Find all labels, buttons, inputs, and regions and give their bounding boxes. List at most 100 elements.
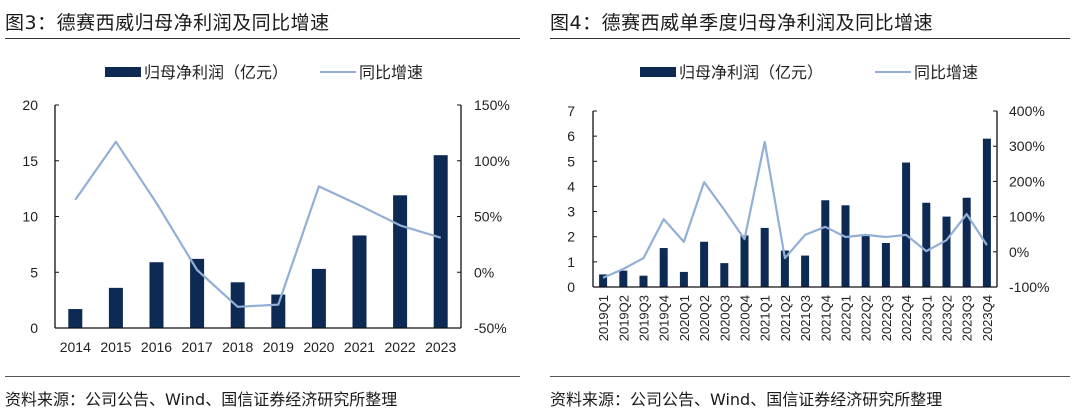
right-tick-label: 0% xyxy=(1009,244,1029,260)
bar-2023Q4 xyxy=(982,138,991,287)
bar-2020Q1 xyxy=(679,271,688,287)
bar-2020 xyxy=(311,268,326,328)
x-tick-label: 2021Q1 xyxy=(758,295,773,341)
bar-2019Q4 xyxy=(659,248,668,287)
x-tick-label: 2021 xyxy=(344,339,375,355)
x-tick-label: 2014 xyxy=(60,339,91,355)
bar-2021Q3 xyxy=(801,255,810,287)
quarterly-net-profit-chart: 归母净利润（亿元） 同比增速 0 1 2 3 4 5 6 7 -100% 0% 100% 200% 300%… xyxy=(567,64,1049,341)
yoy-growth-line xyxy=(602,140,988,279)
source-divider xyxy=(5,376,520,377)
figure-4-title: 图4：德赛西威单季度归母净利润及同比增速 xyxy=(550,12,934,34)
right-tick-label: 300% xyxy=(1009,138,1045,154)
legend-bar-swatch xyxy=(105,67,141,77)
left-tick-label: 2 xyxy=(567,229,575,245)
right-tick-label: -100% xyxy=(1009,279,1049,295)
x-tick-label: 2021Q2 xyxy=(778,295,793,341)
x-tick-label: 2020 xyxy=(303,339,334,355)
x-tick-label: 2023Q2 xyxy=(940,295,955,341)
bar-2022Q3 xyxy=(881,243,890,287)
bar-2022 xyxy=(393,195,408,328)
legend-label-net-profit: 归母净利润（亿元） xyxy=(679,64,823,82)
left-tick-label: 10 xyxy=(22,209,38,225)
x-tick-label: 2023 xyxy=(425,339,456,355)
legend-label-yoy-growth: 同比增速 xyxy=(914,64,978,82)
x-tick-label: 2020Q3 xyxy=(717,295,732,341)
x-tick-label: 2019Q4 xyxy=(657,295,672,341)
bar-2022Q4 xyxy=(902,162,911,287)
x-tick-label: 2022Q3 xyxy=(879,295,894,341)
left-tick-label: 7 xyxy=(567,103,575,119)
x-tick-label: 2023Q1 xyxy=(919,295,934,341)
bar-2021Q4 xyxy=(821,200,830,287)
legend-bar-swatch xyxy=(640,67,676,77)
left-tick-label: 0 xyxy=(567,279,575,295)
x-tick-label: 2019Q3 xyxy=(637,295,652,341)
right-tick-label: 50% xyxy=(474,209,502,225)
yoy-growth-line xyxy=(74,140,442,308)
x-tick-label: 2019Q1 xyxy=(596,295,611,341)
bar-2018 xyxy=(230,282,245,328)
left-tick-label: 3 xyxy=(567,204,575,220)
bar-2021 xyxy=(352,235,367,328)
bar-2023 xyxy=(433,155,448,328)
annual-net-profit-chart: 归母净利润（亿元） 同比增速 0 5 10 15 20 -50% 0% 50% 100% 150% 20… xyxy=(22,64,510,355)
x-tick-label: 2020Q1 xyxy=(677,295,692,341)
x-tick-label: 2023Q3 xyxy=(960,295,975,341)
bar-2019Q3 xyxy=(639,275,648,287)
left-tick-label: 1 xyxy=(567,254,575,270)
x-tick-label: 2021Q4 xyxy=(818,295,833,341)
bar-2015 xyxy=(108,287,123,328)
left-tick-label: 20 xyxy=(22,97,38,113)
x-tick-label: 2019 xyxy=(263,339,294,355)
x-tick-label: 2021Q3 xyxy=(798,295,813,341)
title-divider xyxy=(550,38,1070,39)
right-tick-label: 100% xyxy=(1009,209,1045,225)
bar-2023Q2 xyxy=(942,216,951,287)
bar-2019Q2 xyxy=(619,270,628,287)
right-tick-label: 150% xyxy=(474,97,510,113)
right-tick-label: 200% xyxy=(1009,173,1045,189)
x-tick-label: 2022Q2 xyxy=(859,295,874,341)
x-tick-label: 2020Q4 xyxy=(738,295,753,341)
bar-2019 xyxy=(271,294,286,328)
figure-3-panel: 图3：德赛西威归母净利润及同比增速 归母净利润（亿元） 同比增速 0 5 10 15 20 -… xyxy=(0,0,530,416)
x-tick-label: 2019Q2 xyxy=(616,295,631,341)
x-tick-label: 2018 xyxy=(222,339,253,355)
bar-2016 xyxy=(149,262,164,328)
x-tick-label: 2022 xyxy=(385,339,416,355)
bar-2017 xyxy=(190,258,205,328)
bar-2022Q1 xyxy=(841,205,850,287)
legend-label-net-profit: 归母净利润（亿元） xyxy=(144,64,288,82)
left-tick-label: 5 xyxy=(567,153,575,169)
right-tick-label: 100% xyxy=(474,153,510,169)
x-tick-label: 2022Q4 xyxy=(899,295,914,341)
x-tick-label: 2015 xyxy=(100,339,131,355)
left-tick-label: 15 xyxy=(22,153,38,169)
x-tick-label: 2023Q4 xyxy=(980,295,995,341)
source-divider xyxy=(550,376,1070,377)
x-tick-label: 2022Q1 xyxy=(839,295,854,341)
left-tick-label: 4 xyxy=(567,178,575,194)
bar-2021Q1 xyxy=(760,227,769,287)
figure-3-title: 图3：德赛西威归母净利润及同比增速 xyxy=(5,12,330,34)
bar-2023Q3 xyxy=(962,197,971,287)
left-tick-label: 0 xyxy=(30,320,38,336)
right-tick-label: -50% xyxy=(474,320,507,336)
x-tick-label: 2016 xyxy=(141,339,172,355)
bar-2020Q4 xyxy=(740,235,749,287)
x-tick-label: 2017 xyxy=(182,339,213,355)
left-tick-label: 5 xyxy=(30,264,38,280)
bar-2020Q2 xyxy=(700,241,709,287)
figure-4-source: 资料来源：公司公告、Wind、国信证券经济研究所整理 xyxy=(550,390,943,409)
bar-2014 xyxy=(68,309,83,328)
x-tick-label: 2020Q2 xyxy=(697,295,712,341)
left-tick-label: 6 xyxy=(567,128,575,144)
bar-2020Q3 xyxy=(720,263,729,287)
figure-3-source: 资料来源：公司公告、Wind、国信证券经济研究所整理 xyxy=(5,390,398,409)
right-tick-label: 400% xyxy=(1009,103,1045,119)
legend-label-yoy-growth: 同比增速 xyxy=(359,64,423,82)
bar-2021Q2 xyxy=(780,250,789,287)
bar-2022Q2 xyxy=(861,235,870,287)
bar-2019Q1 xyxy=(599,274,608,287)
